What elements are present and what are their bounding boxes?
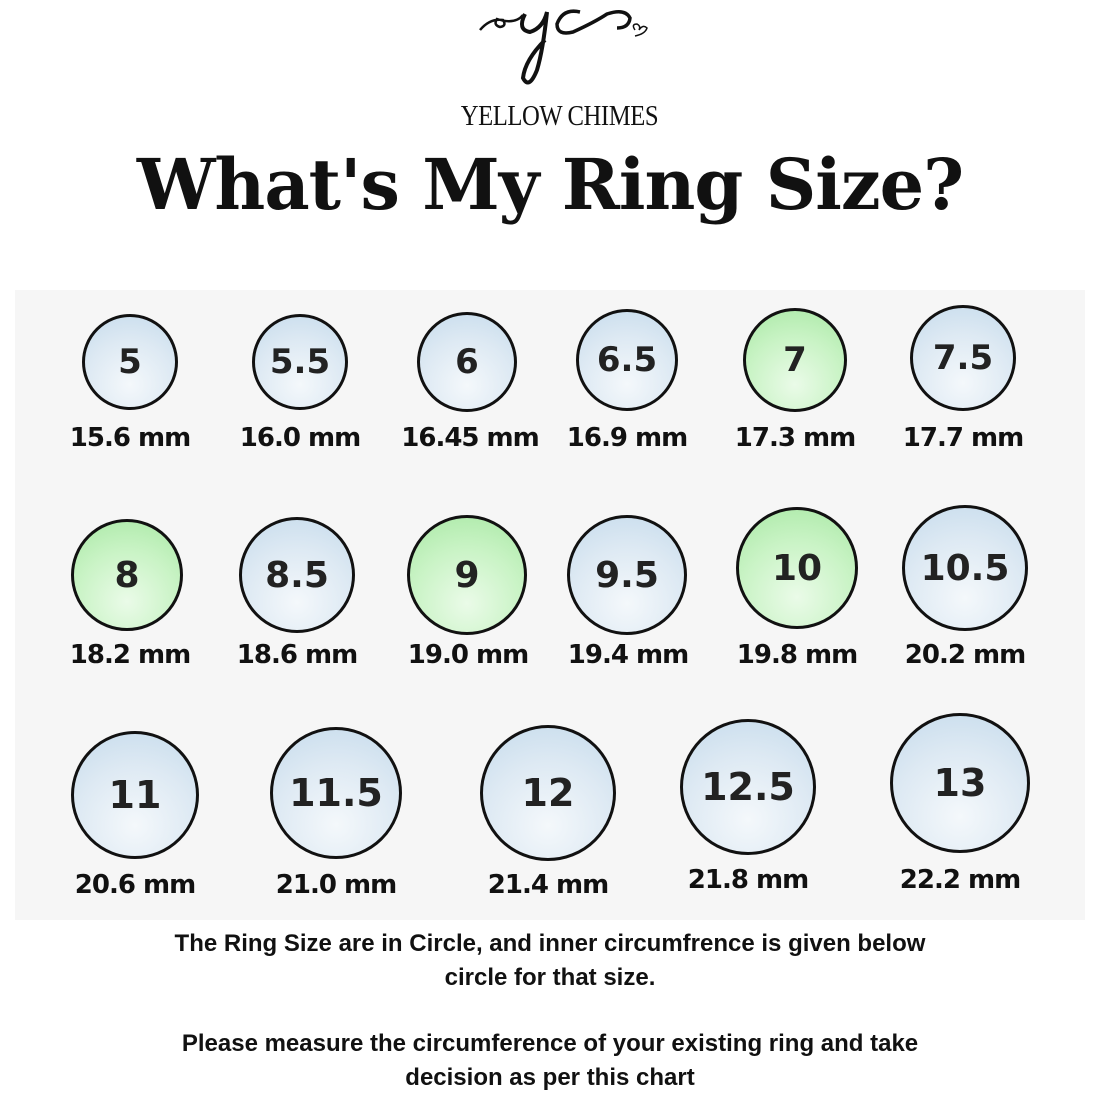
ring-circumference-label: 17.3 mm bbox=[734, 423, 856, 453]
ring-size-circle: 6 bbox=[417, 312, 517, 412]
ring-size-circle: 12 bbox=[480, 725, 616, 861]
note-line-4: decision as per this chart bbox=[405, 1064, 695, 1091]
ring-size-circle: 8 bbox=[71, 519, 183, 631]
brand-logo: YELLOW CHIMES bbox=[445, 0, 659, 135]
ring-size-circle: 8.5 bbox=[239, 517, 355, 633]
ring-size-circle: 13 bbox=[890, 713, 1030, 853]
note-line-3: Please measure the circumference of your… bbox=[181, 1030, 919, 1057]
ring-circumference-label: 20.2 mm bbox=[904, 640, 1026, 670]
ring-circumference-label: 16.0 mm bbox=[239, 423, 361, 453]
ring-circumference-label: 16.9 mm bbox=[566, 423, 688, 453]
ring-size-circle: 10.5 bbox=[902, 505, 1028, 631]
ring-size-circle: 7 bbox=[743, 308, 847, 412]
yc-monogram-icon bbox=[479, 9, 648, 85]
ring-circumference-label: 21.8 mm bbox=[687, 865, 809, 895]
note-line-1: The Ring Size are in Circle, and inner c… bbox=[174, 930, 926, 957]
ring-size-circle: 11 bbox=[71, 731, 199, 859]
ring-size-circle: 9.5 bbox=[567, 515, 687, 635]
ring-circumference-label: 21.0 mm bbox=[275, 870, 397, 900]
ring-circumference-label: 17.7 mm bbox=[902, 423, 1024, 453]
ring-size-circle: 6.5 bbox=[576, 309, 678, 411]
note-line-2: circle for that size. bbox=[444, 964, 656, 991]
ring-size-circle: 5.5 bbox=[252, 314, 348, 410]
ring-circumference-label: 20.6 mm bbox=[74, 870, 196, 900]
ring-size-circle: 7.5 bbox=[910, 305, 1016, 411]
ring-circumference-label: 22.2 mm bbox=[899, 865, 1021, 895]
ring-size-circle: 9 bbox=[407, 515, 527, 635]
ring-circumference-label: 19.0 mm bbox=[407, 640, 529, 670]
ring-circumference-label: 18.2 mm bbox=[69, 640, 191, 670]
ring-circumference-label: 15.6 mm bbox=[69, 423, 191, 453]
page-title: What's My Ring Size? bbox=[136, 143, 964, 226]
brand-name: YELLOW CHIMES bbox=[460, 100, 659, 132]
ring-circumference-label: 19.4 mm bbox=[567, 640, 689, 670]
ring-size-circle: 11.5 bbox=[270, 727, 402, 859]
ring-circumference-label: 21.4 mm bbox=[487, 870, 609, 900]
ring-size-circle: 5 bbox=[82, 314, 178, 410]
ring-circumference-label: 19.8 mm bbox=[736, 640, 858, 670]
ring-size-circle: 12.5 bbox=[680, 719, 816, 855]
ring-circumference-label: 18.6 mm bbox=[236, 640, 358, 670]
ring-size-circle: 10 bbox=[736, 507, 858, 629]
ring-circumference-label: 16.45 mm bbox=[401, 423, 539, 453]
